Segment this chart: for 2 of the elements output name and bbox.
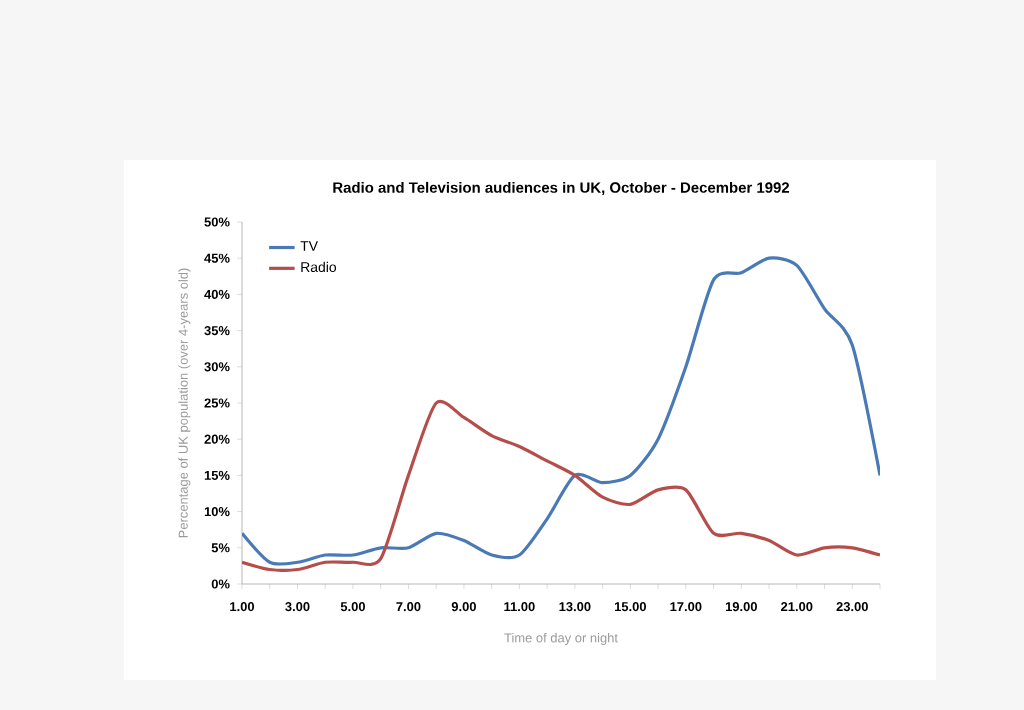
line-series: [242, 256, 881, 566]
line-series: [242, 400, 881, 572]
